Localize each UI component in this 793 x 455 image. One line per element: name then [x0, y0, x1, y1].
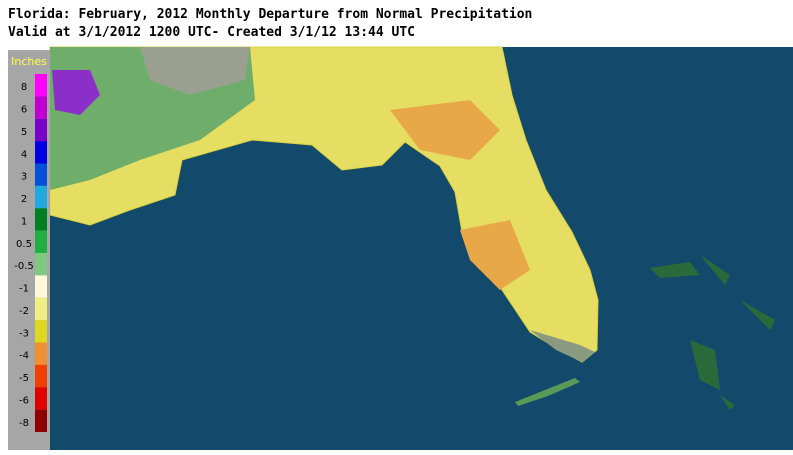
legend-swatch: [35, 275, 47, 298]
dry-region: [390, 100, 500, 160]
legend: Inches 8 6 5 4 3 2 1 0.5 -0.5 -1 -2 -3 -4 -5 -6 -8: [8, 50, 50, 450]
legend-swatch: [35, 342, 47, 365]
dry-region: [460, 220, 530, 290]
legend-swatch: [35, 96, 47, 119]
legend-label: 2: [21, 194, 27, 205]
map-subtitle: Valid at 3/1/2012 1200 UTC- Created 3/1/…: [8, 25, 415, 40]
legend-label: 6: [21, 105, 27, 116]
legend-swatch: [35, 320, 47, 343]
legend-label: -1: [19, 284, 29, 295]
legend-swatch: [35, 364, 47, 388]
legend-label: -6: [19, 395, 29, 406]
legend-swatch: [35, 163, 47, 186]
legend-swatch: [35, 387, 47, 410]
very-wet-region: [52, 70, 100, 115]
legend-label: -8: [19, 418, 29, 429]
legend-swatch: [35, 230, 47, 253]
legend-swatch: [35, 74, 47, 97]
map-title: Florida: February, 2012 Monthly Departur…: [8, 7, 532, 22]
legend-swatch: [35, 253, 47, 276]
legend-label: 0.5: [16, 239, 32, 250]
legend-label: -5: [19, 373, 29, 384]
bahamas: [650, 255, 775, 410]
keys: [515, 378, 580, 406]
legend-label: 5: [21, 127, 27, 138]
legend-swatch: [35, 185, 47, 209]
legend-label: -0.5: [14, 261, 34, 272]
legend-label: 1: [21, 216, 27, 227]
legend-label: -3: [19, 328, 29, 339]
map: [49, 46, 793, 450]
legend-swatch: [35, 141, 47, 164]
legend-swatch: [35, 208, 47, 231]
legend-label: 3: [21, 172, 27, 183]
legend-unit: Inches: [11, 55, 47, 68]
legend-swatch: [35, 409, 47, 432]
legend-label: 8: [21, 82, 27, 93]
legend-label: -4: [19, 351, 29, 362]
legend-swatch: [35, 118, 47, 142]
near-normal-region: [530, 330, 595, 362]
near-normal-region: [140, 47, 250, 95]
legend-label: 4: [21, 149, 27, 160]
legend-label: -2: [19, 306, 29, 317]
legend-swatch: [35, 297, 47, 321]
